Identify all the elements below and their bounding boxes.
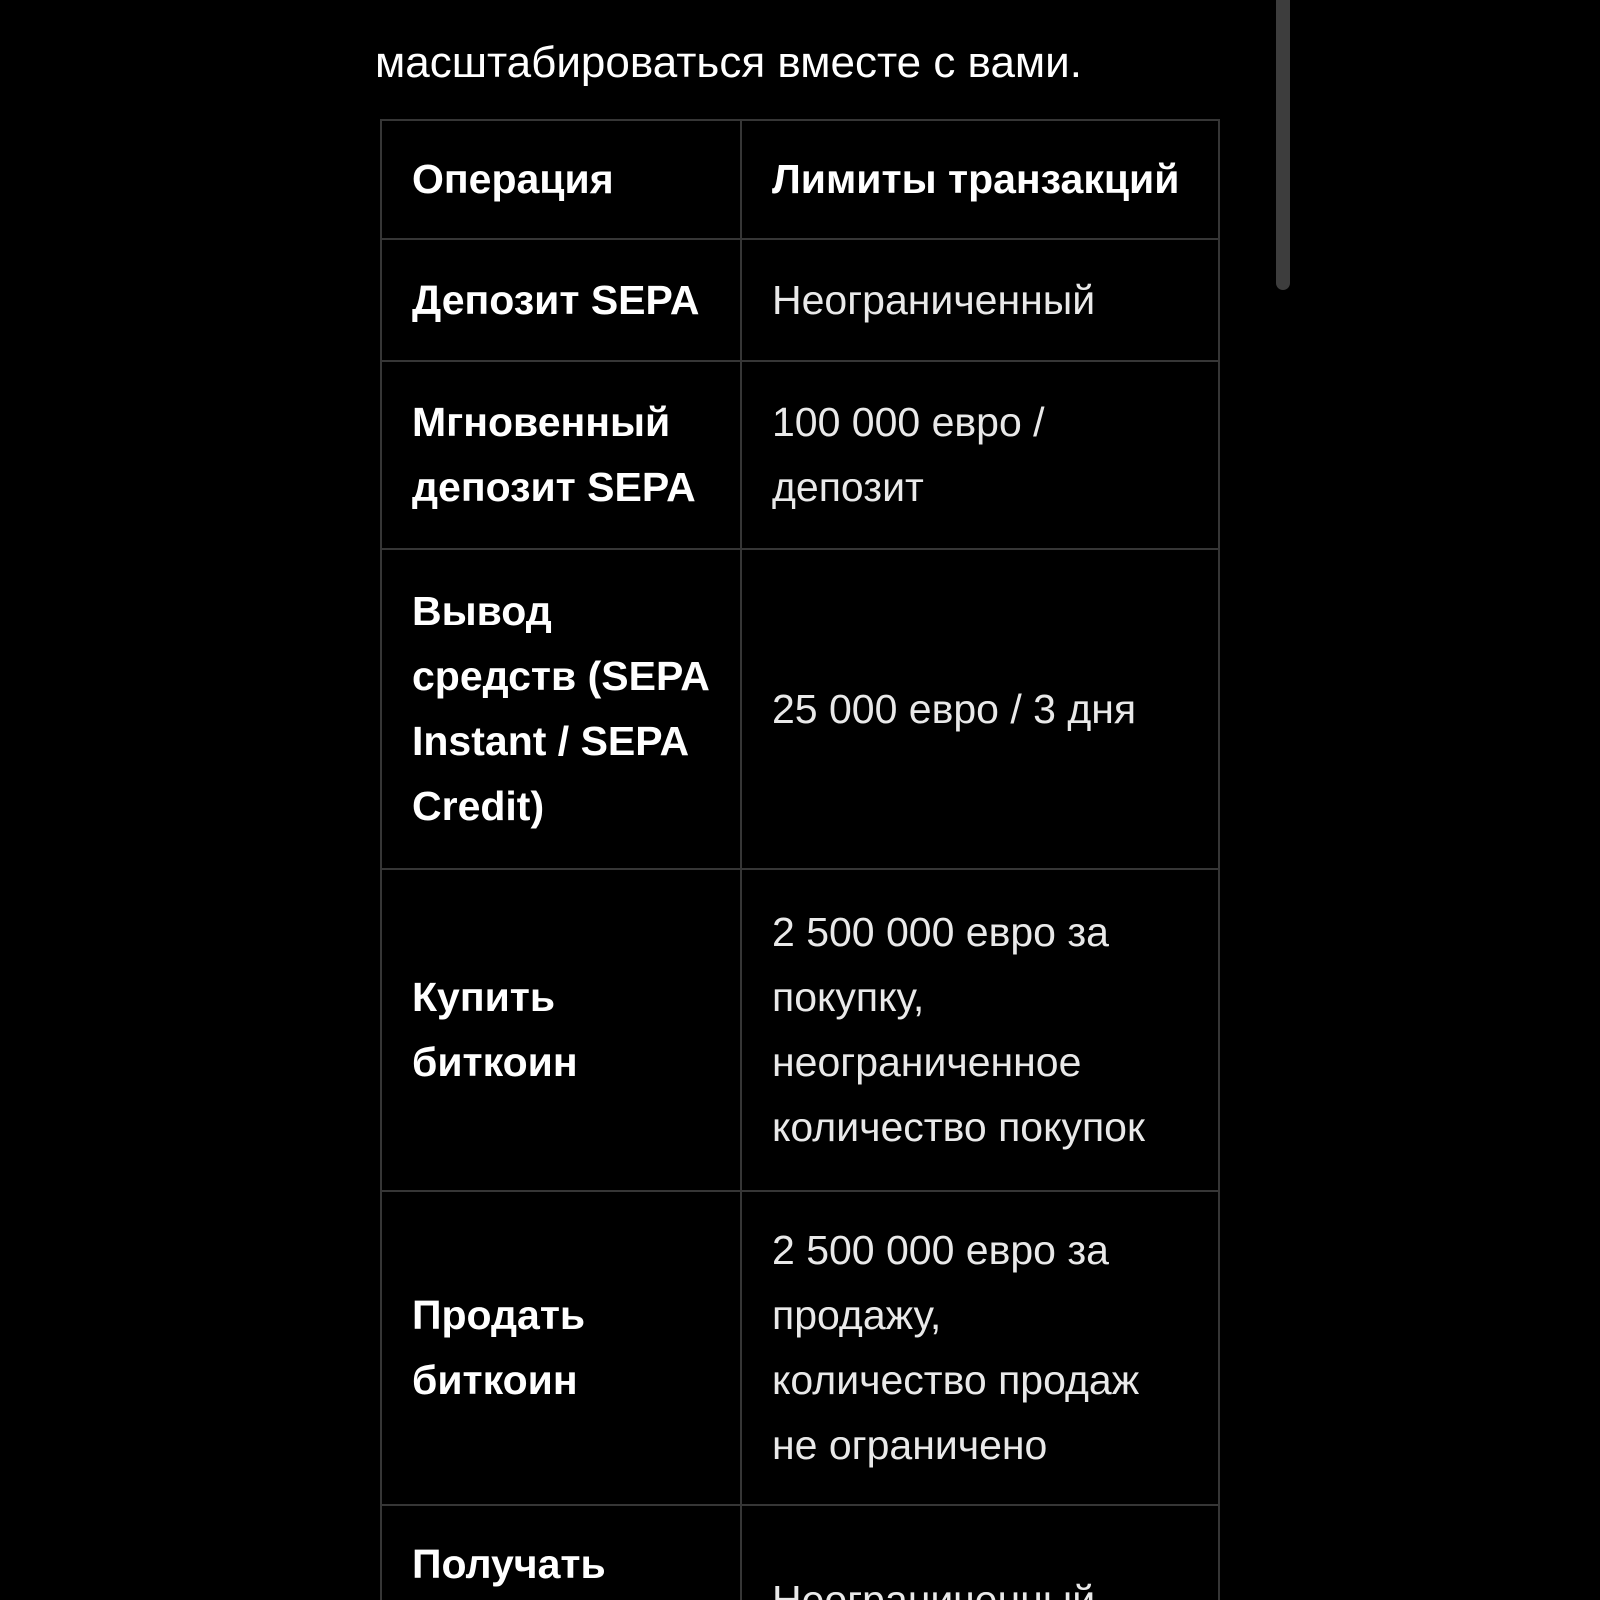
table-row: Депозит SEPA Неограниченный [380,238,1220,362]
limit-cell: Неограниченный [740,1504,1220,1600]
table-row: Купить биткоин 2 500 000 евро за покупку… [380,868,1220,1192]
limit-cell: 25 000 евро / 3 дня [740,548,1220,870]
operation-cell: Депозит SEPA [380,238,742,362]
table-row: Мгновенный депозит SEPA 100 000 евро / д… [380,360,1220,550]
limit-cell: Неограниченный [740,238,1220,362]
limit-cell: 2 500 000 евро за продажу, количество пр… [740,1190,1220,1506]
operation-cell: Продать биткоин [380,1190,742,1506]
table-row: Получать Неограниченный [380,1504,1220,1600]
transaction-limits-table: Операция Лимиты транзакций Депозит SEPA … [380,119,1220,1600]
intro-paragraph-text: масштабироваться вместе с вами. [375,38,1082,87]
column-header-limits: Лимиты транзакций [740,119,1220,240]
limit-cell: 100 000 евро / депозит [740,360,1220,550]
table-header-row: Операция Лимиты транзакций [380,119,1220,240]
operation-cell: Купить биткоин [380,868,742,1192]
operation-cell: Вывод средств (SEPA Instant / SEPA Credi… [380,548,742,870]
limit-cell: 2 500 000 евро за покупку, неограниченно… [740,868,1220,1192]
table-row: Продать биткоин 2 500 000 евро за продаж… [380,1190,1220,1506]
table-row: Вывод средств (SEPA Instant / SEPA Credi… [380,548,1220,870]
vertical-scrollbar-thumb[interactable] [1276,0,1290,290]
operation-cell: Получать [380,1504,742,1600]
column-header-operation: Операция [380,119,742,240]
operation-cell: Мгновенный депозит SEPA [380,360,742,550]
